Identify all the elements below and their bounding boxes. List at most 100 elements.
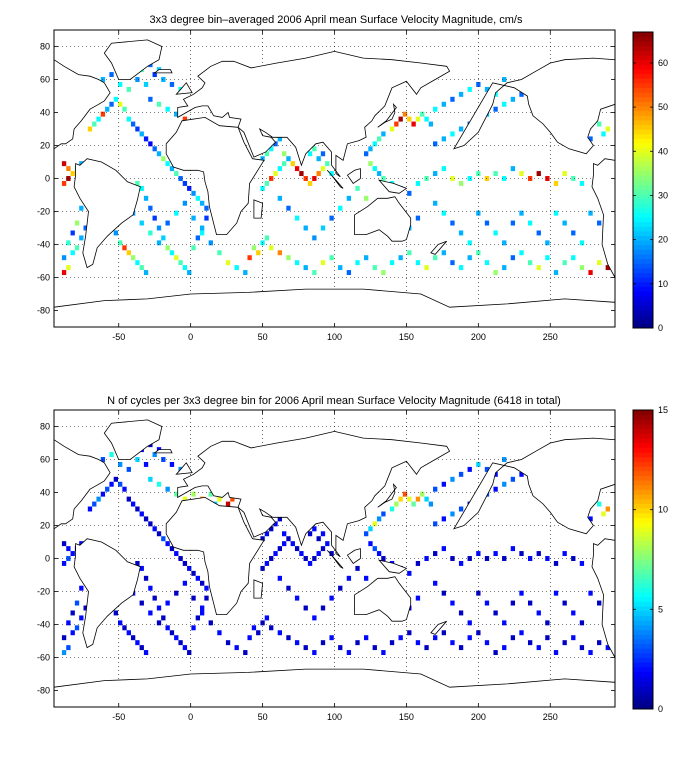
data-cell (148, 476, 153, 482)
data-cell (66, 546, 71, 552)
data-cell (553, 180, 559, 186)
data-cell (484, 220, 490, 226)
data-cell (407, 570, 412, 576)
data-cell (407, 250, 412, 256)
data-cell (372, 521, 377, 527)
data-cell (200, 580, 205, 586)
data-cell (441, 210, 446, 216)
data-cell (363, 575, 369, 581)
colorbar-tick-label: 20 (658, 235, 668, 245)
colorbar-step (633, 277, 653, 283)
data-cell (441, 516, 446, 522)
colorbar-step (633, 64, 653, 70)
data-cell (307, 531, 313, 537)
colorbar-step (633, 587, 653, 593)
data-cell (372, 141, 377, 147)
data-cell (467, 255, 472, 261)
colorbar-step (633, 442, 653, 448)
data-cell (277, 630, 282, 636)
data-cell (165, 486, 170, 492)
data-cell (165, 625, 170, 631)
data-cell (502, 101, 507, 107)
colorbar-tick-label: 10 (658, 279, 668, 289)
data-cell (178, 176, 183, 181)
data-cell (484, 466, 490, 472)
colorbar-step (633, 606, 653, 612)
data-cell (277, 166, 282, 172)
data-cell (174, 111, 179, 117)
data-cell (269, 556, 274, 561)
plot-area: -50 0 50 100 150 200 250 -80 -60 -40 -20 0 20 40 60 80 (37, 29, 616, 342)
colorbar-step (633, 217, 653, 223)
x-tick-label: -50 (112, 332, 125, 342)
data-cell (191, 491, 196, 497)
data-cell (398, 255, 403, 261)
data-cell (113, 476, 119, 482)
data-cell (87, 126, 93, 132)
colorbar-step (633, 428, 653, 434)
data-cell (510, 635, 516, 641)
colorbar-step (633, 470, 653, 476)
colorbar-step (633, 573, 653, 579)
data-cell (282, 151, 287, 157)
colorbar-step (633, 286, 653, 292)
data-cell (200, 230, 205, 236)
data-cell (493, 486, 498, 492)
colorbar-step (633, 447, 653, 453)
data-cell (502, 265, 507, 271)
data-cell (605, 265, 610, 271)
data-cell (605, 506, 610, 512)
data-cell (225, 260, 231, 266)
data-cell (109, 452, 114, 458)
data-cell (346, 650, 352, 656)
data-cell (307, 560, 313, 566)
data-cell (441, 136, 446, 142)
land-outline (346, 168, 361, 184)
data-cell (415, 260, 421, 266)
colorbar-ticks: 0 10 20 30 40 50 60 (633, 58, 668, 333)
data-cell (96, 116, 101, 122)
colorbar-step (633, 45, 653, 52)
data-cell (536, 230, 541, 236)
colorbar-step (633, 133, 653, 139)
data-cell (143, 136, 149, 142)
colorbar-tick-label: 0 (658, 323, 663, 333)
colorbar-frame (632, 409, 654, 710)
data-cell (502, 240, 507, 246)
colorbar-tick-label: 0 (658, 704, 663, 714)
colorbar-step (633, 249, 653, 255)
data-cell (234, 265, 239, 271)
land-outline (165, 116, 265, 235)
colorbar-tick-label: 30 (658, 190, 668, 200)
data-cell (441, 250, 446, 256)
data-cell (174, 551, 179, 557)
land-outline (430, 620, 448, 635)
land-outline (430, 240, 448, 255)
panel-title: N of cycles per 3x3 degree bin for 2006 … (107, 395, 561, 407)
data-cell (376, 551, 382, 557)
data-cell (312, 650, 317, 656)
data-cell (273, 521, 278, 527)
data-cell (601, 131, 606, 137)
colorbar-step (633, 295, 653, 301)
data-cell (476, 171, 481, 177)
x-tick-label: 100 (327, 712, 342, 722)
data-cell (493, 106, 498, 112)
data-cell (182, 496, 188, 502)
data-cell (588, 270, 593, 276)
data-cell (294, 595, 300, 601)
colorbar-step (633, 629, 653, 635)
y-tick-label: 40 (40, 108, 50, 118)
land-outline (175, 82, 193, 95)
data-cell (191, 190, 196, 196)
data-cell (204, 595, 209, 601)
land-outline (354, 196, 412, 242)
y-tick-label: -60 (37, 273, 50, 283)
colorbar-step (633, 699, 653, 705)
data-cell (273, 551, 278, 557)
data-cell (316, 156, 321, 162)
data-cell (329, 635, 334, 641)
data-cell (316, 171, 321, 177)
data-cell (264, 235, 270, 241)
colorbar-step (633, 671, 653, 677)
